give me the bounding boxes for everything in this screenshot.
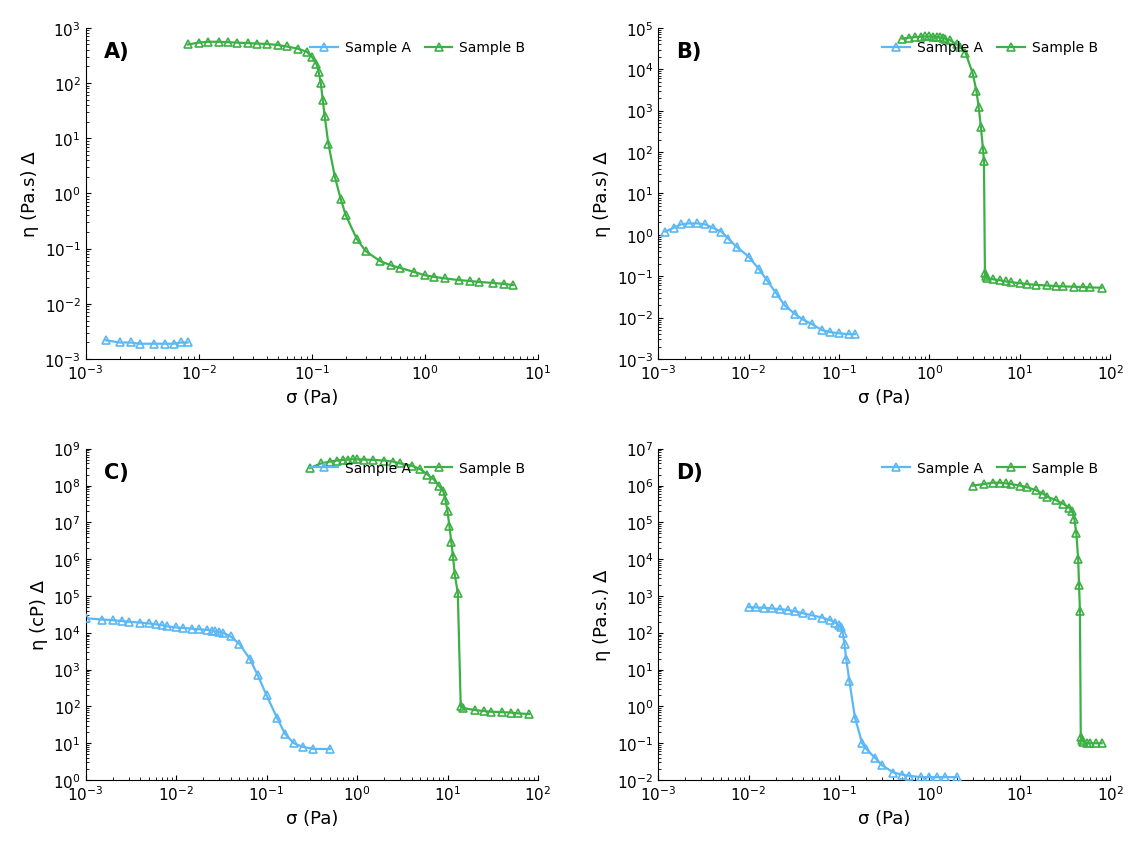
X-axis label: σ (Pa): σ (Pa) bbox=[285, 388, 337, 407]
Y-axis label: η (cP) Δ: η (cP) Δ bbox=[30, 580, 48, 650]
Text: C): C) bbox=[104, 462, 128, 483]
Text: B): B) bbox=[676, 42, 701, 62]
Legend: Sample A, Sample B: Sample A, Sample B bbox=[876, 456, 1103, 481]
Legend: Sample A, Sample B: Sample A, Sample B bbox=[876, 36, 1103, 61]
X-axis label: σ (Pa): σ (Pa) bbox=[857, 388, 909, 407]
Y-axis label: η (Pa.s) Δ: η (Pa.s) Δ bbox=[593, 151, 611, 237]
Legend: Sample A, Sample B: Sample A, Sample B bbox=[304, 36, 531, 61]
Y-axis label: η (Pa.s) Δ: η (Pa.s) Δ bbox=[21, 151, 39, 237]
Legend: Sample A, Sample B: Sample A, Sample B bbox=[304, 456, 531, 481]
Y-axis label: η (Pa.s.) Δ: η (Pa.s.) Δ bbox=[593, 569, 611, 661]
Text: A): A) bbox=[104, 42, 129, 62]
X-axis label: σ (Pa): σ (Pa) bbox=[285, 809, 337, 827]
Text: D): D) bbox=[676, 462, 702, 483]
X-axis label: σ (Pa): σ (Pa) bbox=[857, 809, 909, 827]
